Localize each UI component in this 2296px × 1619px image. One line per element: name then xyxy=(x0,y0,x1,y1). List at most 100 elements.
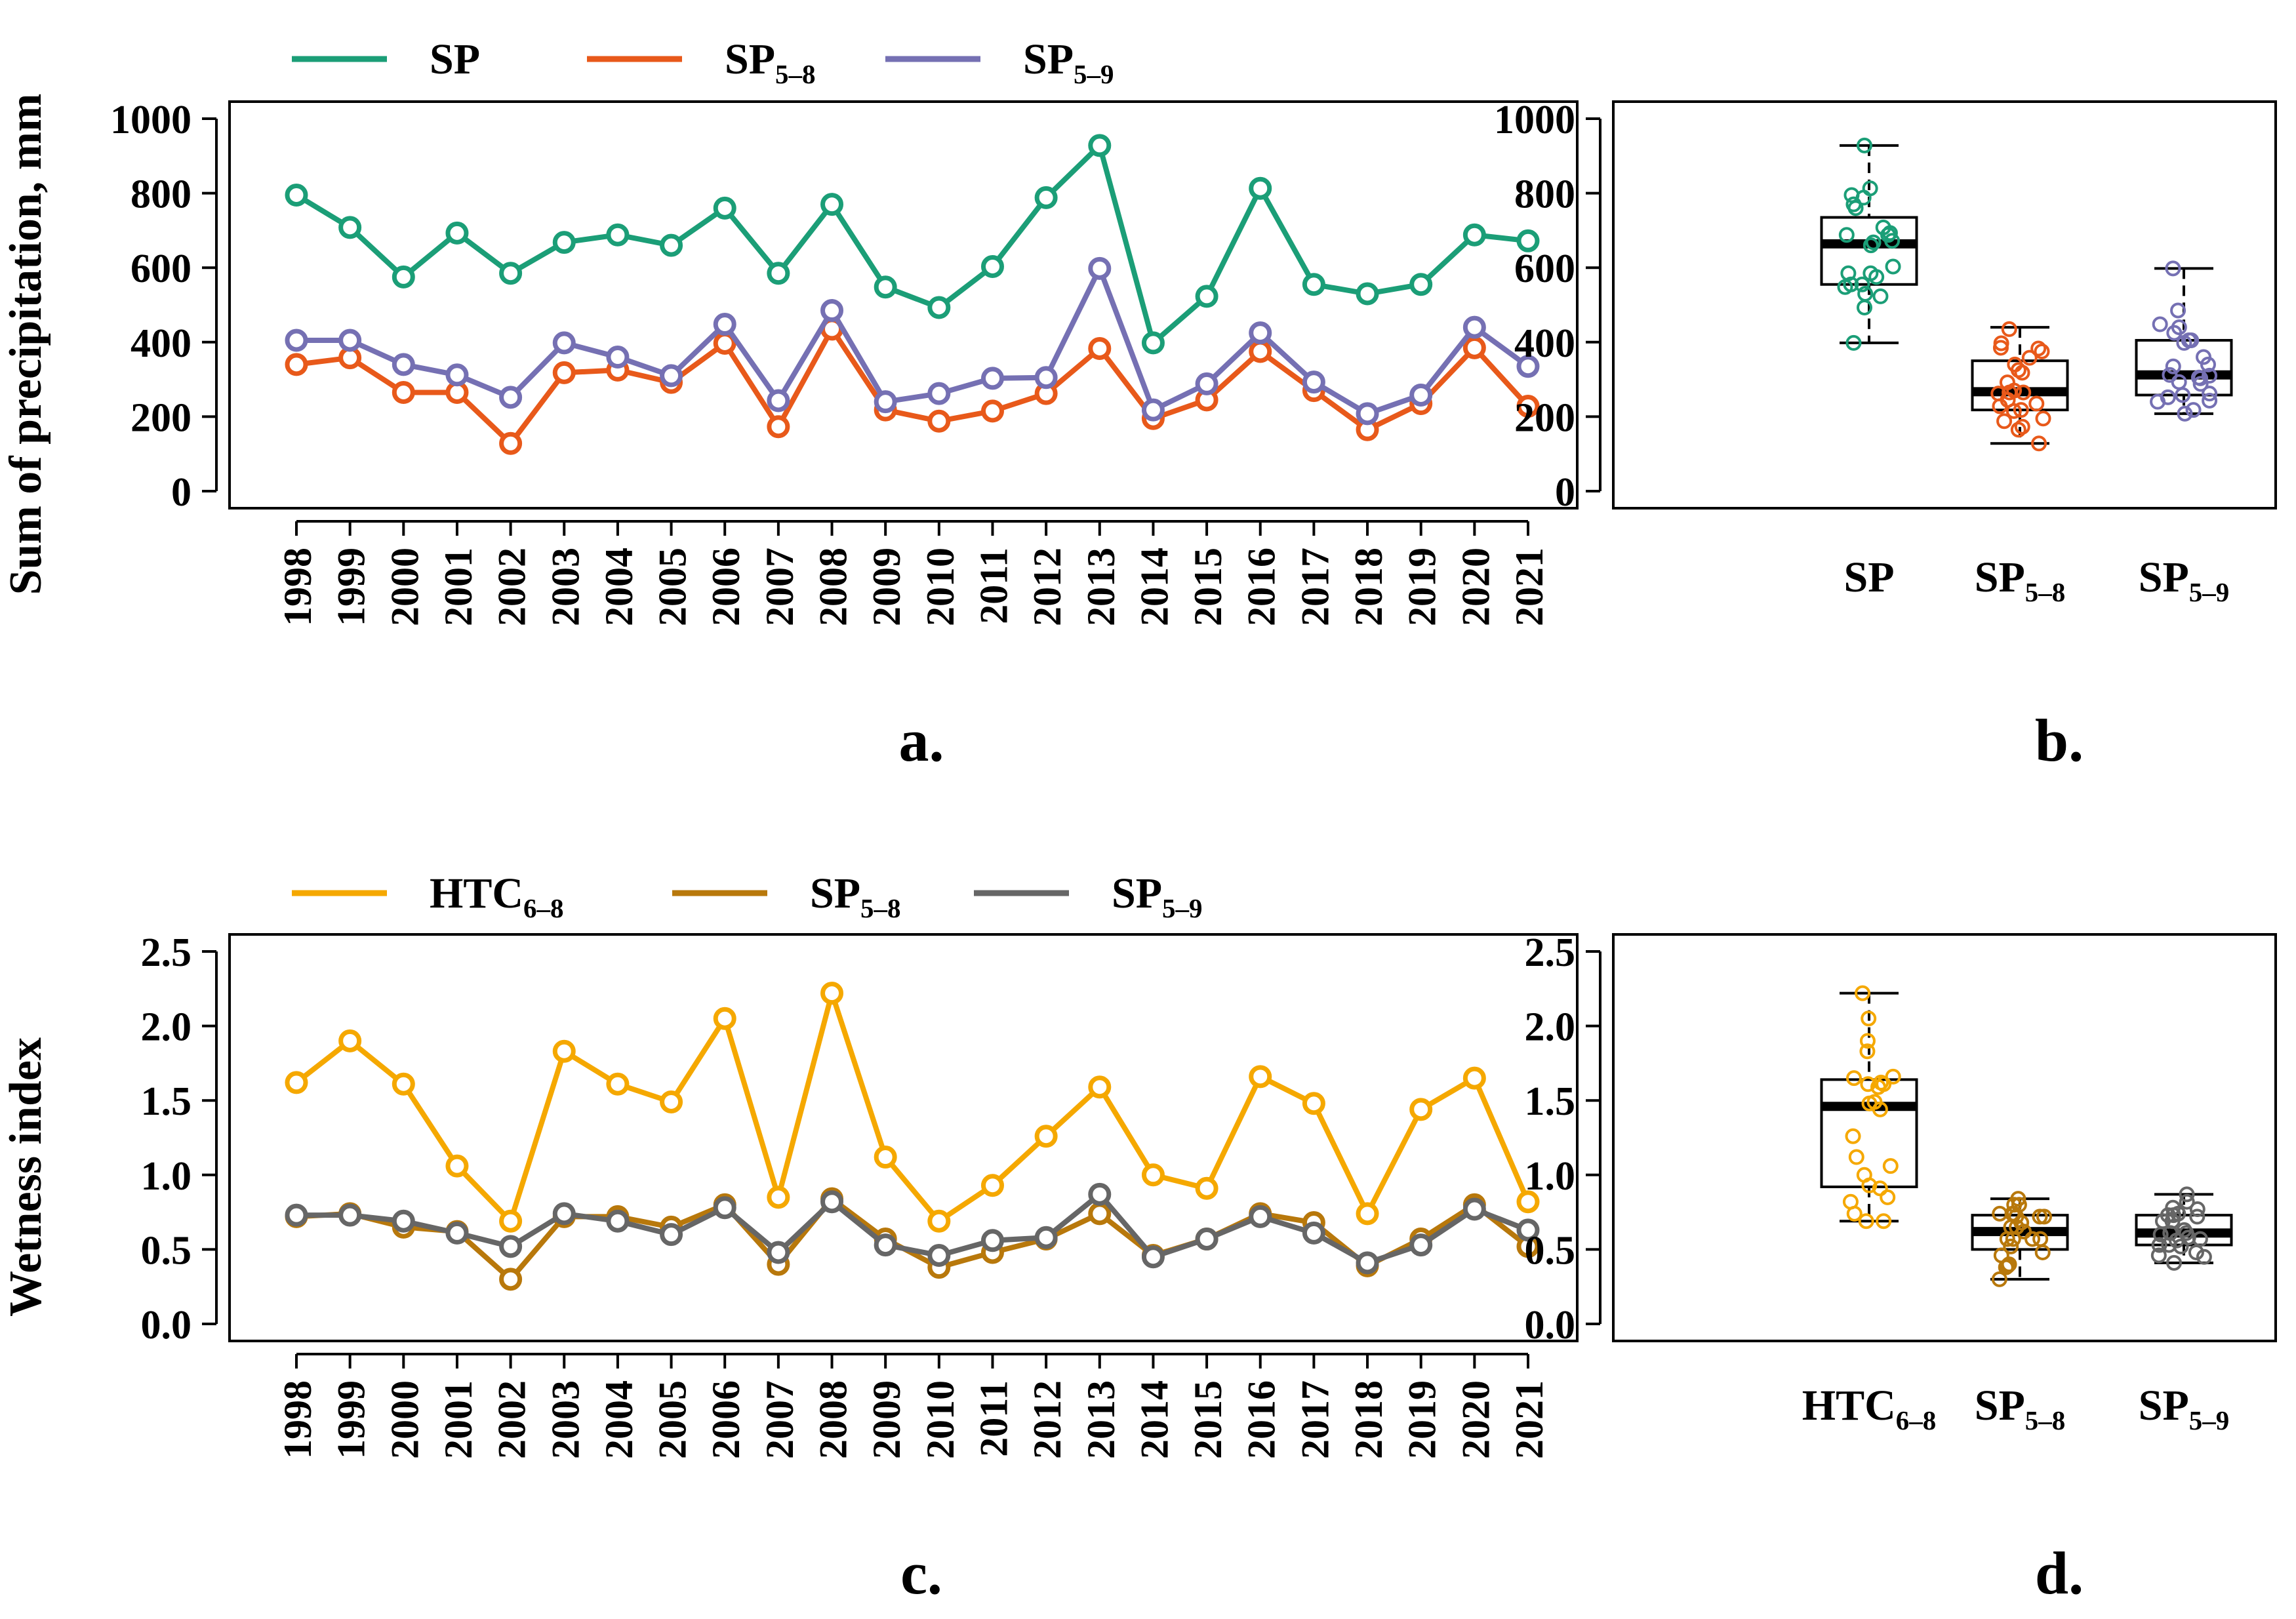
y-tick-label: 400 xyxy=(1514,321,1575,366)
x-tick-label: 2014 xyxy=(1133,1380,1176,1459)
x-tick-label: 2008 xyxy=(812,1380,855,1459)
data-point xyxy=(1516,1190,1540,1214)
jitter-point xyxy=(2152,316,2168,332)
data-point xyxy=(1088,336,1112,360)
jitter-point xyxy=(1872,1101,1888,1117)
data-point xyxy=(1409,383,1433,407)
group-label-sub: 5–8 xyxy=(2025,1405,2066,1435)
data-point xyxy=(980,1229,1004,1252)
legend-label-sub: 6–8 xyxy=(523,893,564,923)
jitter-point xyxy=(2192,1231,2208,1247)
panel-c: 0.0 0.5 1.0 1.5 2.0 2.5 c. Wetness index 1998 199… xyxy=(1,869,1579,1607)
x-tick-label: 2018 xyxy=(1347,548,1390,626)
data-point xyxy=(499,386,523,409)
data-point xyxy=(874,1233,897,1257)
jitter-point xyxy=(2176,334,2192,351)
data-point xyxy=(1462,223,1486,247)
data-point xyxy=(1195,1227,1218,1250)
data-point xyxy=(1516,394,1540,418)
data-point xyxy=(660,1090,683,1113)
data-point xyxy=(1409,1233,1433,1257)
jitter-point xyxy=(2190,369,2207,386)
x-tick-label: 2011 xyxy=(972,548,1015,624)
jitter-point xyxy=(1860,1076,1876,1092)
y-tick-label: 200 xyxy=(131,395,191,440)
x-tick-label: 1999 xyxy=(330,1380,373,1459)
jitter-point xyxy=(1863,237,1879,254)
data-point xyxy=(499,1268,523,1291)
group-label: SP xyxy=(1843,553,1894,601)
data-point xyxy=(980,399,1004,423)
data-point xyxy=(552,331,576,355)
data-point xyxy=(1195,372,1218,395)
jitter-point xyxy=(2030,340,2047,357)
x-tick-label: 2004 xyxy=(597,1380,641,1459)
x-tick-label: 2000 xyxy=(383,548,426,626)
group-label-sub: 6–8 xyxy=(1896,1405,1937,1435)
jitter-point xyxy=(2032,1209,2048,1225)
data-point xyxy=(1249,176,1272,200)
jitter-point xyxy=(2001,321,2017,337)
x-tick-label: 2020 xyxy=(1454,1380,1497,1459)
jitter-point xyxy=(2010,1191,2026,1207)
data-point xyxy=(1356,1202,1379,1226)
jitter-point xyxy=(2152,1226,2169,1243)
jitter-point xyxy=(2165,260,2181,277)
jitter-point xyxy=(1857,285,1874,302)
data-point xyxy=(1141,1245,1165,1269)
series-line xyxy=(294,990,1531,1224)
data-point xyxy=(660,1223,683,1247)
jitter-point xyxy=(2195,349,2211,365)
x-tick-label: 2004 xyxy=(597,548,641,626)
jitter-point xyxy=(2177,405,2193,422)
data-point xyxy=(927,382,951,405)
x-tick-label: 2021 xyxy=(1508,1380,1551,1459)
data-point xyxy=(820,299,844,323)
data-point xyxy=(767,1241,790,1264)
jitter-point xyxy=(1870,1079,1887,1095)
data-point xyxy=(1516,355,1540,378)
jitter-point xyxy=(1882,1158,1899,1174)
jitter-point xyxy=(2189,1201,2205,1218)
group-label-sub: 5–9 xyxy=(2189,577,2230,607)
data-point xyxy=(980,254,1004,278)
plot-frame xyxy=(1612,100,2277,510)
jitter-point xyxy=(1863,265,1879,281)
x-tick-label: 2016 xyxy=(1240,548,1283,626)
data-point xyxy=(1088,134,1112,157)
jitter-point xyxy=(1992,398,2008,414)
legend-label-main: SP xyxy=(1112,869,1162,917)
data-point xyxy=(1034,366,1058,390)
x-tick-label: 2006 xyxy=(704,1380,748,1459)
data-point xyxy=(980,367,1004,390)
jitter-point xyxy=(1842,1193,1859,1210)
data-point xyxy=(552,231,576,254)
y-tick-label: 1.0 xyxy=(141,1154,192,1199)
data-point xyxy=(767,415,790,439)
y-tick-label: 0.5 xyxy=(141,1228,192,1273)
data-point xyxy=(1409,1098,1433,1121)
y-tick-label: 2.5 xyxy=(1525,930,1576,975)
data-point xyxy=(927,409,951,433)
jitter-point xyxy=(2202,392,2218,409)
legend-label-main: SP xyxy=(430,35,480,83)
data-point xyxy=(1356,282,1379,306)
data-point xyxy=(713,1196,736,1220)
data-point xyxy=(980,1174,1004,1197)
jitter-point xyxy=(1992,340,2009,356)
data-point xyxy=(874,275,897,299)
data-point xyxy=(392,1072,415,1096)
x-tick-label: 2021 xyxy=(1508,548,1551,626)
jitter-point xyxy=(2179,1193,2195,1210)
y-tick-label: 200 xyxy=(1514,395,1575,440)
data-point xyxy=(820,982,844,1005)
data-point xyxy=(1141,398,1165,422)
data-point xyxy=(1249,1065,1272,1089)
x-tick-label: 2018 xyxy=(1347,1380,1390,1459)
data-point xyxy=(392,380,415,404)
data-point xyxy=(1249,340,1272,363)
data-point xyxy=(606,223,630,247)
data-point xyxy=(338,216,362,239)
x-tick-label: 2014 xyxy=(1133,548,1176,626)
y-tick-label: 800 xyxy=(1514,172,1575,217)
